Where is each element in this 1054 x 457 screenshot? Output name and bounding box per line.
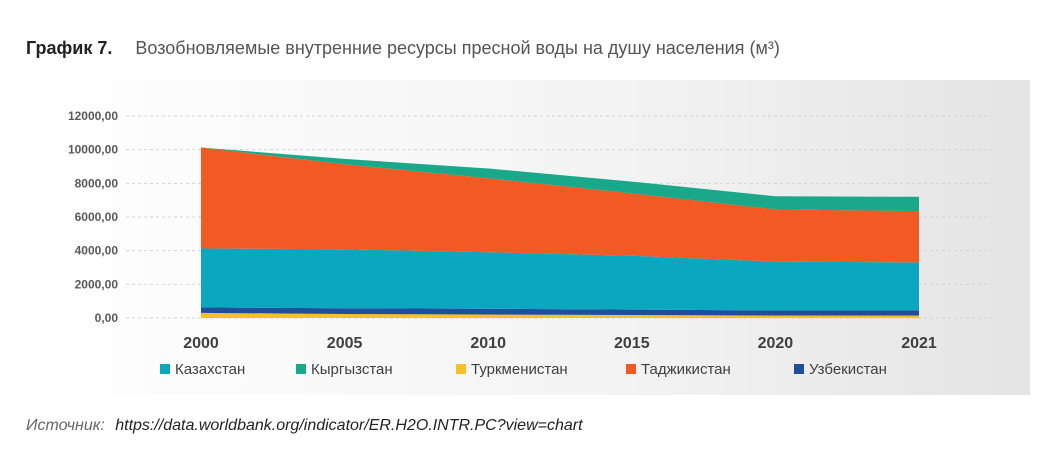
legend-label: Казахстан [175, 361, 245, 378]
area-chart: 0,00 2000,00 4000,00 6000,00 8000,00 10000,00… [68, 109, 991, 378]
source-url[interactable]: https://data.worldbank.org/indicator/ER.… [115, 417, 583, 434]
x-tick-label: 2015 [614, 335, 650, 352]
y-tick-label: 2000,00 [75, 277, 119, 291]
area-series-Кыргызстан [201, 147, 919, 212]
legend-item: Казахстан [160, 361, 245, 378]
areas [201, 147, 919, 318]
x-tick-label: 2021 [901, 335, 937, 352]
area-series-Казахстан [201, 248, 919, 311]
y-tick-label: 12000,00 [68, 109, 118, 123]
legend-label: Туркменистан [471, 361, 568, 378]
legend-label: Таджикистан [641, 361, 731, 378]
area-series-Таджикистан [201, 147, 919, 263]
chart-title: Возобновляемые внутренние ресурсы пресно… [135, 38, 780, 58]
legend-swatch [160, 364, 170, 374]
y-tick-label: 4000,00 [75, 244, 119, 258]
legend-swatch [456, 364, 466, 374]
area-series-Туркменистан [201, 312, 919, 318]
y-tick-label: 10000,00 [68, 143, 118, 157]
legend-label: Кыргызстан [311, 361, 393, 378]
legend-label: Узбекистан [809, 361, 887, 378]
x-tick-label: 2020 [758, 335, 794, 352]
legend-item: Таджикистан [626, 361, 731, 378]
legend-item: Туркменистан [456, 361, 568, 378]
legend-item: Узбекистан [794, 361, 887, 378]
legend-item: Кыргызстан [296, 361, 393, 378]
x-tick-label: 2010 [470, 335, 506, 352]
chart-panel: 0,00 2000,00 4000,00 6000,00 8000,00 10000,00… [26, 80, 1030, 395]
y-tick-label: 8000,00 [75, 176, 119, 190]
legend-swatch [296, 364, 306, 374]
source-note: Источник: https://data.worldbank.org/ind… [26, 417, 583, 435]
chart-heading: График 7. Возобновляемые внутренние ресу… [26, 38, 780, 59]
source-label: Источник: [26, 417, 105, 434]
legend-swatch [626, 364, 636, 374]
y-tick-label: 6000,00 [75, 210, 119, 224]
x-tick-label: 2005 [327, 335, 363, 352]
area-series-Узбекистан [201, 307, 919, 316]
x-tick-label: 2000 [183, 335, 219, 352]
chart-number: График 7. [26, 38, 113, 58]
y-tick-label: 0,00 [95, 311, 119, 325]
legend-swatch [794, 364, 804, 374]
